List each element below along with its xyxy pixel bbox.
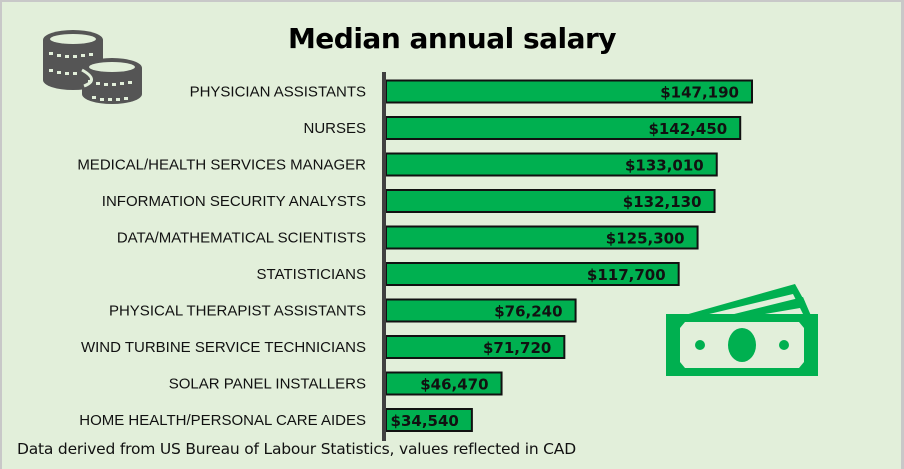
data-label: $34,540: [391, 412, 459, 430]
chart-title-text: Median annual salary: [287, 22, 617, 55]
data-label: $76,240: [494, 303, 562, 321]
category-label: PHYSICIAN ASSISTANTS: [190, 84, 366, 101]
category-label: WIND TURBINE SERVICE TECHNICIANS: [81, 339, 366, 356]
money-bills-icon: [666, 284, 818, 376]
category-label: SOLAR PANEL INSTALLERS: [169, 376, 366, 393]
category-label: MEDICAL/HEALTH SERVICES MANAGER: [77, 157, 366, 174]
chart-title: Median annual salary: [0, 22, 904, 55]
data-label: $46,470: [420, 376, 488, 394]
data-label: $117,700: [587, 266, 666, 284]
data-label: $71,720: [483, 339, 551, 357]
data-label: $133,010: [625, 157, 704, 175]
coins-icon: [43, 30, 142, 104]
data-label: $147,190: [660, 84, 739, 102]
category-label: PHYSICAL THERAPIST ASSISTANTS: [109, 303, 366, 320]
category-label: HOME HEALTH/PERSONAL CARE AIDES: [79, 412, 366, 429]
category-label: DATA/MATHEMATICAL SCIENTISTS: [117, 230, 366, 247]
category-label: STATISTICIANS: [257, 266, 366, 283]
data-label: $142,450: [648, 120, 727, 138]
data-label: $125,300: [606, 230, 685, 248]
category-label: NURSES: [303, 120, 366, 137]
data-label: $132,130: [623, 193, 702, 211]
category-label: INFORMATION SECURITY ANALYSTS: [102, 193, 366, 210]
source-footnote: Data derived from US Bureau of Labour St…: [17, 440, 576, 458]
